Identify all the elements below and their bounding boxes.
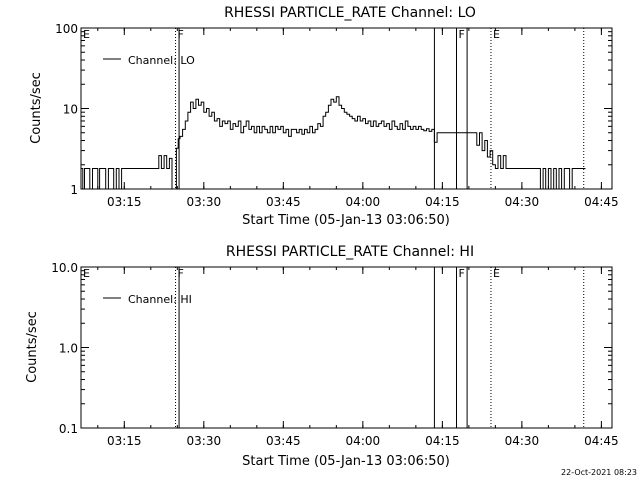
- event-marker-label: E: [83, 267, 90, 280]
- y-tick-label: 10.0: [51, 261, 78, 275]
- event-marker-label: E: [83, 28, 90, 41]
- event-marker-label: E: [493, 28, 500, 41]
- x-tick-label: 03:45: [266, 195, 301, 209]
- y-axis-label: Counts/sec: [29, 72, 44, 144]
- x-tick-label: 04:45: [584, 434, 619, 448]
- x-tick-label: 04:30: [505, 434, 540, 448]
- legend-entry-hi: Channel: HI: [128, 293, 192, 306]
- x-tick-label: 04:00: [346, 195, 381, 209]
- plot-frame: [80, 266, 613, 429]
- plot-frame: [80, 27, 613, 190]
- x-axis-label: Start Time (05-Jan-13 03:06:50): [242, 213, 450, 228]
- x-tick-label: 04:30: [505, 195, 540, 209]
- date-stamp: 22-Oct-2021 08:23: [561, 468, 637, 477]
- event-marker-label: E: [493, 267, 500, 280]
- x-tick-label: 04:15: [425, 195, 460, 209]
- chart-title: RHESSI PARTICLE_RATE Channel: HI: [226, 244, 474, 260]
- event-marker-label: F: [178, 28, 184, 41]
- x-tick-label: 03:30: [187, 195, 222, 209]
- x-axis-ticks: 03:15 03:30 03:45 04:00 04:15 04:30 04:45: [97, 28, 619, 209]
- y-tick-label: 1: [70, 183, 78, 197]
- event-marker-label: F: [178, 267, 184, 280]
- x-tick-label: 04:15: [425, 434, 460, 448]
- x-axis-label: Start Time (05-Jan-13 03:06:50): [242, 454, 450, 469]
- x-tick-label: 04:00: [346, 434, 381, 448]
- hi-channel-panel: RHESSI PARTICLE_RATE Channel: HI E F F E 0.…: [25, 244, 619, 469]
- chart-title: RHESSI PARTICLE_RATE Channel: LO: [224, 5, 476, 21]
- y-axis-label: Counts/sec: [25, 311, 40, 383]
- series-group: [81, 96, 586, 190]
- x-tick-label: 03:30: [187, 434, 222, 448]
- legend: Channel: LO: [103, 54, 195, 67]
- y-tick-label: 1.0: [59, 342, 78, 356]
- x-axis-ticks: 03:15 03:30 03:45 04:00 04:15 04:30 04:45: [97, 267, 619, 448]
- x-tick-label: 03:15: [107, 195, 142, 209]
- event-marker-label: F: [458, 28, 464, 41]
- series-line: [81, 96, 586, 190]
- y-tick-label: 10: [63, 103, 78, 117]
- y-tick-label: 0.1: [59, 422, 78, 436]
- y-tick-label: 100: [55, 22, 78, 36]
- x-tick-label: 03:45: [266, 434, 301, 448]
- legend: Channel: HI: [103, 293, 192, 306]
- event-marker-label: F: [458, 267, 464, 280]
- y-axis-ticks: 1 10 100: [55, 22, 612, 197]
- x-tick-label: 03:15: [107, 434, 142, 448]
- legend-entry-lo: Channel: LO: [128, 54, 195, 67]
- x-tick-label: 04:45: [584, 195, 619, 209]
- y-axis-ticks: 0.1 1.0 10.0: [51, 261, 612, 436]
